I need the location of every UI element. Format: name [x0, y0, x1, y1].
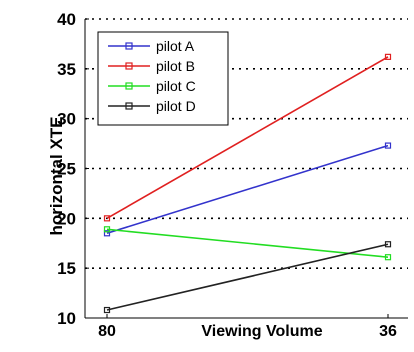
legend-label: pilot C — [156, 78, 196, 94]
series-line — [106, 243, 389, 311]
data-point-marker — [384, 254, 392, 261]
legend-swatch-marker — [125, 102, 133, 110]
legend-label: pilot D — [156, 98, 196, 114]
series-line — [106, 144, 389, 235]
y-tick-label: 30 — [57, 110, 76, 129]
y-tick-label: 10 — [57, 309, 76, 328]
legend-swatch-marker — [125, 62, 133, 70]
data-point-marker — [103, 306, 111, 314]
data-point-marker — [384, 53, 392, 60]
legend-label: pilot A — [156, 38, 195, 54]
legend-swatch-marker — [125, 42, 133, 50]
y-tick-label: 25 — [57, 160, 76, 179]
grid-lines — [85, 18, 408, 269]
data-point-marker — [103, 215, 111, 222]
x-tick-label: 36 — [379, 323, 397, 340]
x-tick-label: 80 — [98, 323, 116, 340]
y-tick-label: 35 — [57, 60, 76, 79]
data-point-marker — [384, 142, 392, 149]
legend-swatch-marker — [125, 82, 133, 90]
series-line — [106, 56, 389, 220]
y-tick-label: 40 — [57, 10, 76, 29]
y-tick-label: 15 — [57, 259, 76, 278]
legend-label: pilot B — [156, 58, 195, 74]
y-axis-label: horizontal XTE — [47, 117, 66, 236]
legend-box — [97, 31, 229, 126]
x-axis-label: Viewing Volume — [201, 323, 322, 340]
data-point-marker — [103, 230, 111, 237]
legend: pilot A pilot B pilot C pilot D — [97, 31, 229, 126]
data-point-marker — [384, 241, 392, 248]
series-lines — [103, 53, 392, 314]
series-line — [106, 228, 389, 258]
data-point-marker — [103, 226, 111, 233]
axes: 10 15 20 25 30 35 40 80 36 — [57, 10, 408, 340]
y-tick-label: 20 — [57, 209, 76, 228]
